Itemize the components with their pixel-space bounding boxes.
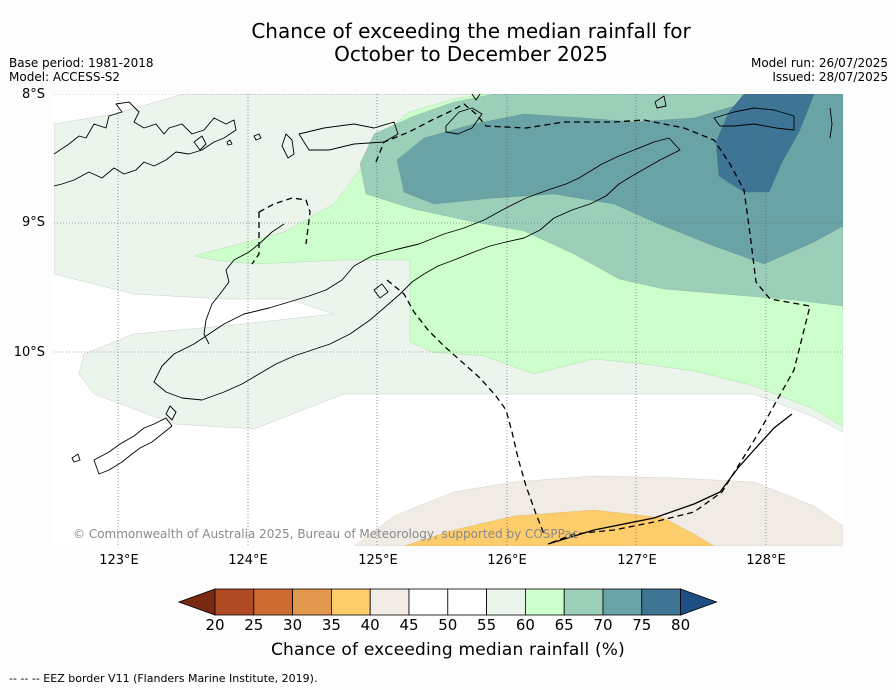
issued-date: Issued: 28/07/2025 bbox=[772, 70, 888, 84]
meta-right: Model run: 26/07/2025 Issued: 28/07/2025 bbox=[751, 56, 888, 84]
coastline-alor bbox=[298, 121, 399, 151]
colorbar-tick-label: 65 bbox=[554, 616, 574, 634]
coastline-rote-west bbox=[71, 453, 81, 463]
colorbar-tick-label: 30 bbox=[283, 616, 303, 634]
colorbar-arrow-high bbox=[680, 588, 718, 616]
colorbar-cells bbox=[178, 588, 718, 616]
colorbar-cell bbox=[253, 588, 294, 616]
coastline-ombai-north bbox=[203, 223, 285, 345]
colorbar-cell bbox=[214, 588, 255, 616]
colorbar-tick-label: 80 bbox=[671, 616, 691, 634]
coastline-atauro bbox=[373, 283, 389, 299]
coastline-wetar bbox=[445, 107, 483, 135]
base-period: Base period: 1981-2018 bbox=[9, 56, 154, 70]
colorbar-cell bbox=[524, 588, 565, 616]
coastline-pantar bbox=[281, 133, 295, 159]
coastline-babar bbox=[713, 107, 795, 131]
eez-footnote: -- -- -- EEZ border V11 (Flanders Marine… bbox=[9, 672, 318, 685]
colorbar-tick-label: 55 bbox=[477, 616, 497, 634]
colorbar-cell bbox=[563, 588, 604, 616]
coastline-semau bbox=[165, 405, 177, 421]
coastline-islet-2 bbox=[253, 133, 262, 141]
lon-label-126e: 126°E bbox=[487, 553, 527, 568]
colorbar-tick-label: 35 bbox=[321, 616, 341, 634]
contour-75-80 bbox=[715, 94, 815, 193]
lon-label-127e: 127°E bbox=[617, 553, 657, 568]
coastlines bbox=[54, 94, 833, 475]
map-title: Chance of exceeding the median rainfall … bbox=[0, 20, 896, 66]
lat-label-8s: 8°S bbox=[21, 87, 45, 102]
rainfall-map bbox=[54, 94, 843, 546]
colorbar-cell bbox=[602, 588, 643, 616]
coastline-rote bbox=[93, 417, 173, 475]
colorbar-label: Chance of exceeding median rainfall (%) bbox=[270, 640, 625, 660]
model-name: Model: ACCESS-S2 bbox=[9, 70, 121, 84]
eez-borders bbox=[251, 103, 811, 545]
coastline-islet-babar bbox=[829, 107, 833, 139]
model-run: Model run: 26/07/2025 bbox=[750, 56, 888, 70]
contour-35-40 bbox=[403, 509, 715, 546]
coastline-solor bbox=[193, 135, 207, 151]
colorbar-cell bbox=[408, 588, 449, 616]
lon-label-124e: 124°E bbox=[228, 553, 268, 568]
meta-left: Base period: 1981-2018 Model: ACCESS-S2 bbox=[9, 56, 154, 84]
colorbar-cell bbox=[641, 588, 681, 616]
lon-label-125e: 125°E bbox=[358, 553, 398, 568]
colorbar-tick-label: 40 bbox=[360, 616, 380, 634]
eez-timor-south bbox=[386, 279, 545, 535]
title-line-1: Chance of exceeding the median rainfall … bbox=[251, 19, 691, 43]
eez-oecusse-left bbox=[251, 212, 260, 265]
colorbar-tick-label: 25 bbox=[244, 616, 264, 634]
graticule bbox=[54, 94, 843, 546]
colorbar-tick-label: 50 bbox=[438, 616, 458, 634]
lon-label-123e: 123°E bbox=[99, 553, 139, 568]
eez-timor-west bbox=[258, 197, 311, 245]
coastline-islet-1 bbox=[226, 139, 233, 146]
colorbar-cell bbox=[330, 588, 371, 616]
colorbar-tick-label: 70 bbox=[593, 616, 613, 634]
coastline-romang bbox=[654, 95, 667, 109]
colorbar-arrow-low bbox=[178, 588, 216, 616]
colorbar-cell bbox=[292, 588, 332, 616]
title-line-2: October to December 2025 bbox=[334, 42, 608, 66]
colorbar-cell bbox=[369, 588, 410, 616]
colorbar-cell bbox=[447, 588, 487, 616]
colorbar bbox=[178, 588, 718, 616]
colorbar-cell bbox=[486, 588, 526, 616]
colorbar-tick-label: 60 bbox=[515, 616, 535, 634]
copyright-notice: © Commonwealth of Australia 2025, Bureau… bbox=[73, 527, 579, 541]
colorbar-tick-label: 75 bbox=[632, 616, 652, 634]
colorbar-tick-label: 45 bbox=[399, 616, 419, 634]
coastline-flores bbox=[54, 101, 237, 187]
eez-australia-solid bbox=[547, 413, 793, 545]
lon-label-128e: 128°E bbox=[746, 553, 786, 568]
coastline-islet-wetar bbox=[471, 94, 481, 101]
coastline-timor bbox=[153, 137, 681, 401]
eez-indonesia-timor bbox=[375, 103, 811, 545]
lat-label-9s: 9°S bbox=[21, 215, 45, 230]
colorbar-tick-label: 20 bbox=[205, 616, 225, 634]
lat-label-10s: 10°S bbox=[13, 345, 45, 360]
